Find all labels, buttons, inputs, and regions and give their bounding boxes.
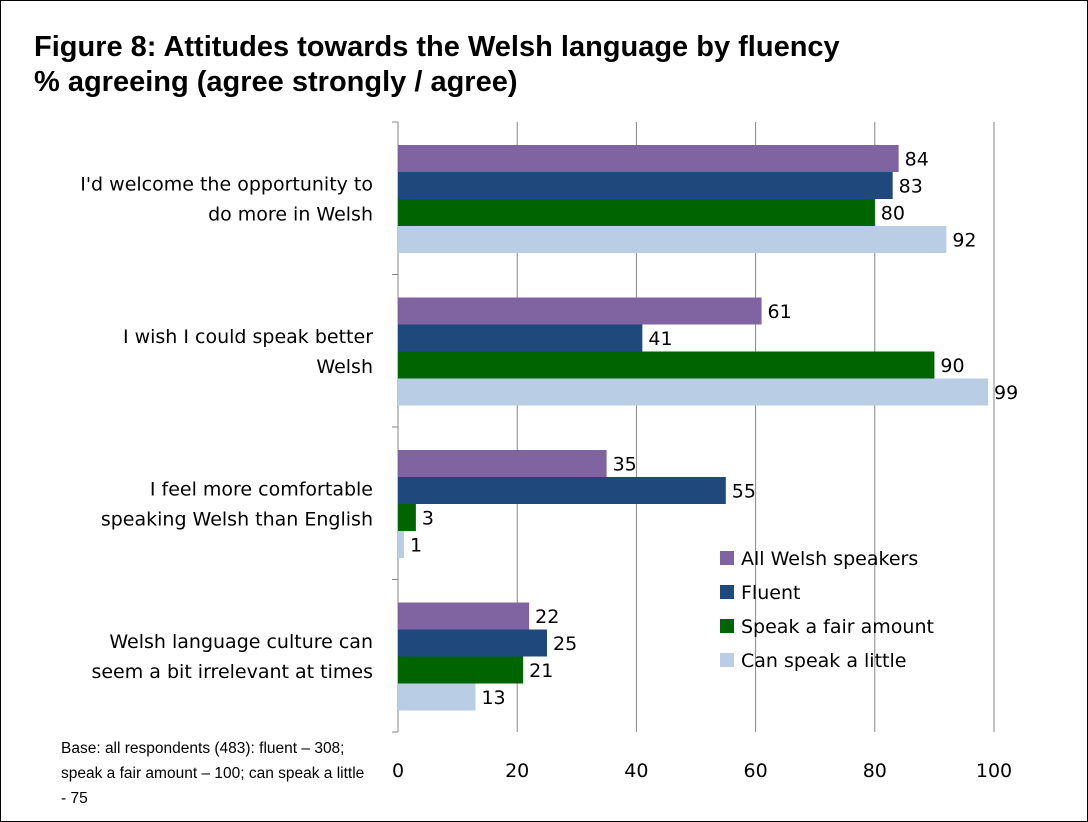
bar: [398, 226, 947, 253]
category-label: speaking Welsh than English: [101, 508, 373, 530]
title-line-1: Figure 8: Attitudes towards the Welsh la…: [34, 31, 840, 63]
data-label: 83: [899, 176, 923, 198]
bar: [398, 450, 607, 477]
data-label: 35: [613, 454, 637, 476]
x-tick-label: 20: [505, 760, 529, 782]
data-label: 90: [940, 355, 964, 377]
legend-label: Speak a fair amount: [741, 616, 934, 638]
x-tick-label: 40: [624, 760, 648, 782]
data-label: 80: [881, 203, 905, 225]
data-label: 13: [481, 687, 505, 709]
bar: [398, 324, 643, 352]
bar: [398, 683, 476, 711]
legend-label: All Welsh speakers: [741, 548, 918, 570]
x-tick-label: 60: [744, 760, 768, 782]
bar: [398, 504, 416, 531]
x-tick-label: 80: [863, 760, 887, 782]
legend-swatch: [720, 653, 734, 667]
legend-label: Fluent: [741, 582, 800, 604]
legend-swatch: [720, 619, 734, 633]
legend-swatch: [720, 585, 734, 599]
bar: [398, 378, 989, 406]
bar: [398, 351, 935, 379]
category-labels: I'd welcome the opportunity to do more in…: [80, 173, 373, 683]
bar: [398, 297, 762, 325]
x-tick-label: 100: [976, 760, 1012, 782]
category-label: seem a bit irrelevant at times: [91, 661, 373, 683]
category-label: Welsh: [316, 356, 373, 378]
bar: [398, 145, 899, 172]
bar: [398, 656, 524, 684]
bar: [398, 602, 530, 630]
category-label: I wish I could speak better: [123, 326, 373, 348]
data-label: 1: [410, 535, 422, 557]
bar: [398, 199, 875, 226]
data-label: 84: [905, 149, 929, 171]
data-label: 99: [994, 382, 1018, 404]
bar: [398, 531, 404, 558]
title-line-2: % agreeing (agree strongly / agree): [34, 66, 518, 98]
data-label: 21: [529, 660, 553, 682]
bar: [398, 477, 726, 504]
data-label: 55: [732, 481, 756, 503]
category-label: I'd welcome the opportunity to: [80, 173, 373, 195]
legend-label: Can speak a little: [741, 650, 906, 672]
chart-title: Figure 8: Attitudes towards the Welsh la…: [34, 30, 840, 100]
data-label: 92: [952, 230, 976, 252]
data-label: 25: [553, 633, 577, 655]
data-label: 41: [648, 328, 672, 350]
bar: [398, 629, 547, 657]
category-label: Welsh language culture can: [109, 631, 373, 653]
base-note: Base: all respondents (483): fluent – 30…: [61, 740, 365, 807]
category-label: I feel more comfortable: [150, 478, 373, 500]
x-tick-label: 0: [392, 760, 404, 782]
data-label: 22: [535, 606, 559, 628]
bars: [398, 145, 989, 711]
legend: All Welsh speakers Fluent Speak a fair amo…: [720, 548, 934, 672]
data-label: 61: [768, 301, 792, 323]
bar: [398, 172, 893, 199]
data-label: 3: [422, 508, 434, 530]
x-axis-ticks: 0 20 40 60 80 100: [392, 760, 1012, 782]
legend-swatch: [720, 551, 734, 565]
category-label: do more in Welsh: [208, 203, 373, 225]
